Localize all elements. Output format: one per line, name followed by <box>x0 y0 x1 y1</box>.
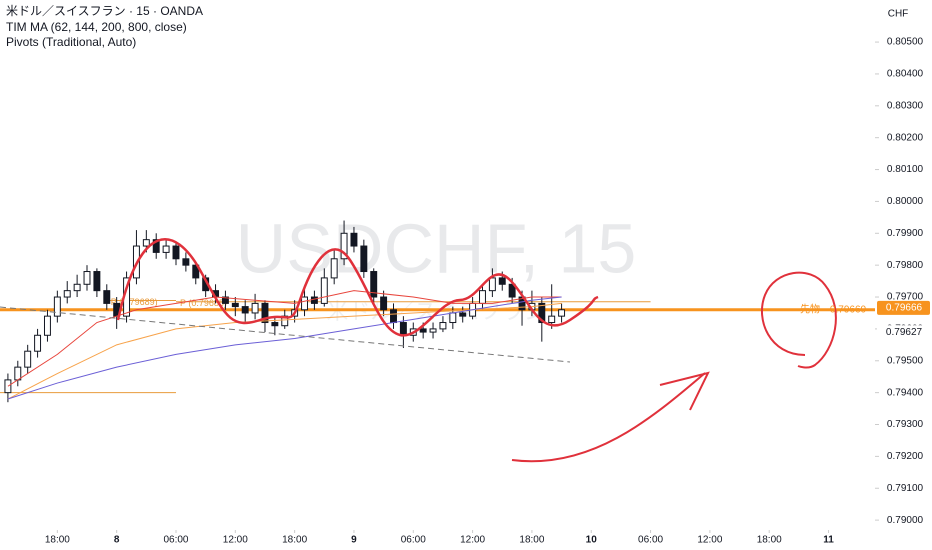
candle-body <box>162 245 170 253</box>
candle-body <box>301 296 308 311</box>
candle-body <box>43 315 51 336</box>
candle-body <box>459 312 467 317</box>
candle-body <box>53 296 61 317</box>
candle-body <box>449 312 457 324</box>
candle-body <box>73 283 81 292</box>
axis-marker-label: 0.79627 <box>886 327 923 338</box>
candle-body <box>399 322 407 336</box>
drawn-arrowhead <box>659 371 710 411</box>
currency: CHF <box>888 9 909 20</box>
candle-body <box>241 306 249 314</box>
y-tick-label: 0.79400 <box>887 387 924 398</box>
candle-body <box>142 239 150 247</box>
candle-body <box>439 322 447 330</box>
price-line-name: 先物 <box>800 302 820 315</box>
candle-body <box>360 245 368 273</box>
candle-body <box>350 232 358 247</box>
x-tick-label: 18:00 <box>282 535 307 546</box>
candle-body <box>498 277 506 285</box>
candle-body <box>370 271 378 298</box>
x-tick-label: 12:00 <box>223 535 248 546</box>
trendline <box>0 306 571 363</box>
x-tick-label: 18:00 <box>519 535 544 546</box>
candle-body <box>251 302 259 314</box>
candle-body <box>182 258 190 266</box>
y-tick-label: 0.79200 <box>887 451 924 462</box>
candle-body <box>488 277 496 292</box>
candle-body <box>34 334 42 352</box>
x-tick-label: 11 <box>823 535 834 546</box>
x-tick-label: 9 <box>351 535 357 546</box>
pivot-label: P (0.79685) <box>180 298 227 308</box>
y-tick-label: 0.80400 <box>887 69 924 80</box>
y-tick-label: 0.79800 <box>887 260 924 271</box>
candle-body <box>221 296 229 304</box>
y-tick-label: 0.80100 <box>887 164 924 175</box>
y-tick-label: 0.80200 <box>887 132 924 143</box>
y-tick-label: 0.79700 <box>887 292 924 303</box>
moving-average <box>7 302 562 400</box>
candle-body <box>103 290 111 304</box>
candle-body <box>419 328 427 333</box>
x-tick-label: 06:00 <box>638 535 663 546</box>
axis-marker <box>877 325 930 340</box>
axis-marker-label: 0.79666 <box>886 303 923 314</box>
candle-body <box>261 302 269 324</box>
y-tick-label: 0.80000 <box>887 196 924 207</box>
x-tick-label: 18:00 <box>757 535 782 546</box>
candle-body <box>548 315 556 324</box>
drawn-arrow <box>511 372 706 463</box>
indicator: TIM MA (62, 144, 200, 800, close) <box>6 20 187 34</box>
y-tick-label: 0.80300 <box>887 100 924 111</box>
candle-body <box>83 271 91 285</box>
candle-body <box>172 245 180 260</box>
candle-body <box>429 328 437 333</box>
x-tick-label: 12:00 <box>697 535 722 546</box>
candle-body <box>330 258 338 279</box>
candle-body <box>93 271 101 292</box>
x-tick-label: 06:00 <box>401 535 426 546</box>
y-tick-label: 0.79900 <box>887 228 924 239</box>
y-tick-label: 0.79000 <box>887 515 924 526</box>
x-tick-label: 06:00 <box>163 535 188 546</box>
y-tick-label: 0.79100 <box>887 483 924 494</box>
x-tick-label: 12:00 <box>460 535 485 546</box>
pivot-label: P (0.79689) <box>111 297 158 307</box>
x-tick-label: 18:00 <box>45 535 70 546</box>
y-tick-label: 0.80500 <box>887 37 924 48</box>
drawn-circle <box>760 271 837 369</box>
axis-marker <box>877 300 930 315</box>
candle-body <box>310 296 318 304</box>
moving-average <box>7 290 562 387</box>
candle-body <box>152 239 160 253</box>
candle-body <box>479 290 486 304</box>
candle-body <box>380 296 388 311</box>
y-tick-label: 0.79500 <box>887 355 924 366</box>
price-line-value: 0.79660 <box>830 304 867 315</box>
candle-body <box>320 277 328 304</box>
candle-body <box>390 309 397 324</box>
candle-body <box>231 302 239 308</box>
candle-body <box>4 379 12 394</box>
candle-body <box>271 322 279 327</box>
indicator: Pivots (Traditional, Auto) <box>6 35 136 49</box>
x-tick-label: 10 <box>586 535 598 546</box>
y-tick-label: 0.79300 <box>887 419 924 430</box>
x-tick-label: 8 <box>114 535 120 546</box>
moving-average <box>7 296 562 400</box>
candle-body <box>508 283 516 298</box>
candle-body <box>63 290 71 298</box>
plot-area: P (0.79689) P (0.79685) <box>0 220 875 403</box>
watermark: USDCHF, 15 <box>236 209 637 287</box>
symbol-title: 米ドル／スイスフラン · 15 · OANDA <box>6 4 203 18</box>
drawn-wave <box>116 238 599 337</box>
candle-body <box>538 302 546 324</box>
candle-body <box>24 350 32 368</box>
candle-body <box>558 309 566 317</box>
candle-body <box>340 232 348 260</box>
